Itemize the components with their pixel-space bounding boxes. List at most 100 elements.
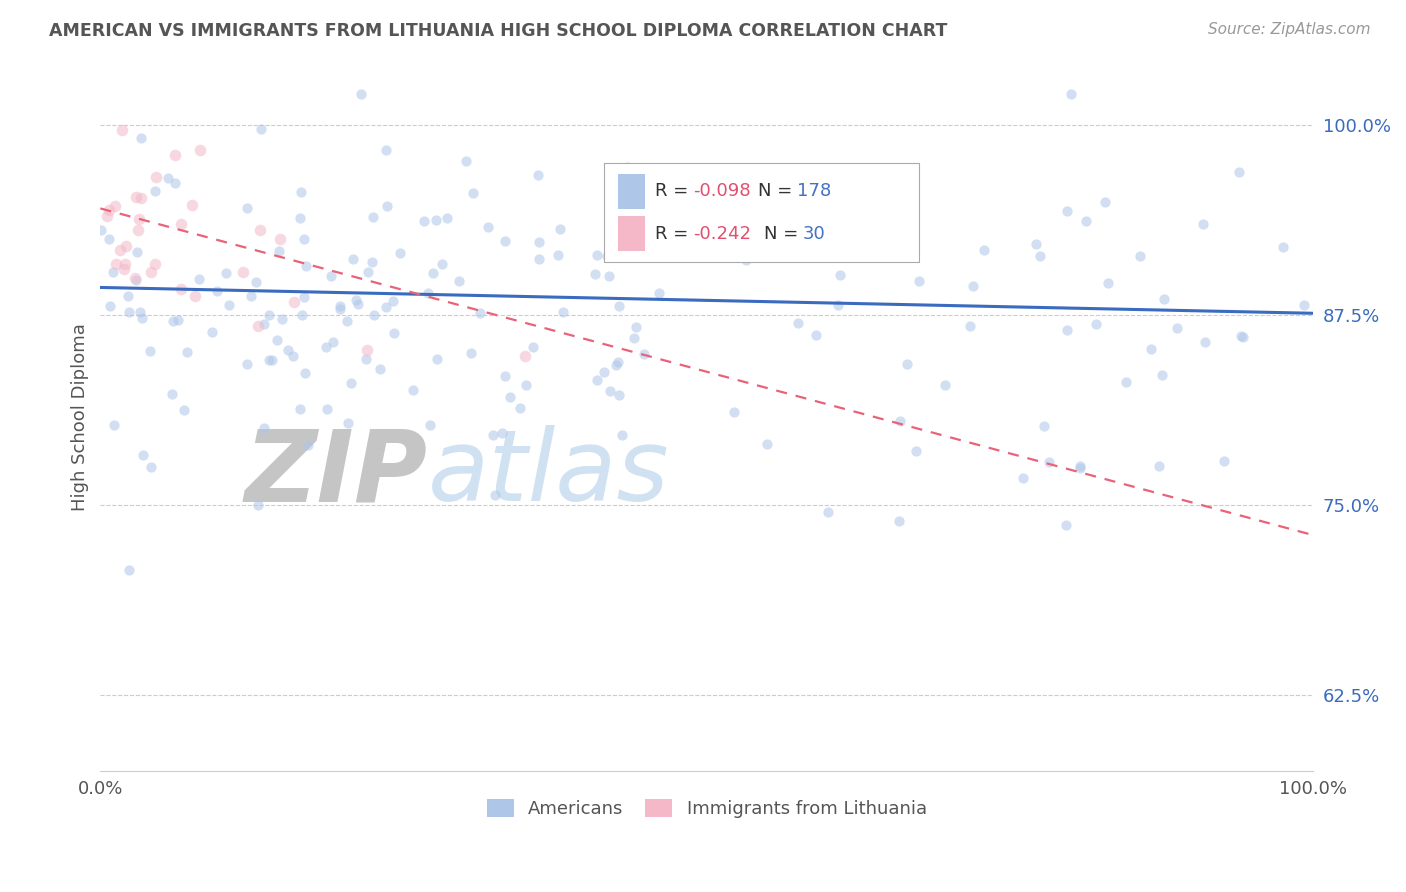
- Point: [583, 268, 606, 282]
- Point: [1069, 461, 1091, 475]
- Point: [610, 428, 633, 442]
- Text: 178: 178: [797, 182, 831, 200]
- Point: [118, 563, 141, 577]
- Point: [786, 316, 808, 330]
- Point: [139, 459, 162, 474]
- Point: [292, 290, 315, 304]
- Point: [127, 245, 149, 260]
- Point: [460, 346, 482, 360]
- Point: [817, 505, 839, 519]
- Point: [170, 217, 193, 231]
- Point: [527, 235, 550, 250]
- Point: [291, 308, 314, 322]
- Point: [1097, 277, 1119, 291]
- Point: [585, 248, 607, 262]
- Point: [350, 87, 373, 102]
- Point: [283, 295, 305, 310]
- Text: N =: N =: [763, 225, 804, 243]
- Point: [180, 198, 202, 212]
- Point: [484, 488, 506, 502]
- Point: [117, 289, 139, 303]
- Point: [129, 131, 152, 145]
- Point: [103, 418, 125, 433]
- Point: [297, 438, 319, 452]
- Point: [160, 386, 183, 401]
- Point: [336, 314, 359, 328]
- Point: [315, 401, 337, 416]
- Point: [1166, 321, 1188, 335]
- Point: [962, 279, 984, 293]
- Point: [828, 268, 851, 282]
- Point: [412, 214, 434, 228]
- Point: [269, 232, 291, 246]
- Point: [290, 185, 312, 199]
- Text: -0.242: -0.242: [693, 225, 751, 243]
- Point: [281, 350, 304, 364]
- Point: [607, 299, 630, 313]
- Point: [361, 255, 384, 269]
- Point: [128, 212, 150, 227]
- Point: [111, 123, 134, 137]
- FancyBboxPatch shape: [619, 216, 645, 252]
- Point: [131, 310, 153, 325]
- Point: [125, 190, 148, 204]
- Point: [329, 300, 352, 314]
- Point: [201, 325, 224, 339]
- Point: [344, 293, 367, 307]
- Point: [1054, 517, 1077, 532]
- Point: [973, 243, 995, 257]
- Point: [651, 228, 673, 243]
- Point: [477, 219, 499, 234]
- Point: [806, 327, 828, 342]
- Point: [218, 297, 240, 311]
- Point: [1085, 317, 1108, 331]
- Point: [426, 351, 449, 366]
- Point: [666, 188, 689, 202]
- Point: [132, 448, 155, 462]
- Point: [756, 437, 779, 451]
- Legend: Americans, Immigrants from Lithuania: Americans, Immigrants from Lithuania: [479, 791, 934, 825]
- Point: [266, 333, 288, 347]
- Point: [295, 259, 318, 273]
- Point: [368, 362, 391, 376]
- Point: [1153, 292, 1175, 306]
- Point: [422, 266, 444, 280]
- Point: [1129, 249, 1152, 263]
- Point: [425, 213, 447, 227]
- Point: [745, 180, 768, 194]
- Point: [482, 428, 505, 442]
- Point: [205, 284, 228, 298]
- Point: [527, 252, 550, 266]
- Point: [128, 304, 150, 318]
- Point: [187, 271, 209, 285]
- Point: [110, 243, 132, 257]
- Point: [388, 246, 411, 260]
- Point: [599, 384, 621, 399]
- Point: [232, 265, 254, 279]
- Point: [166, 313, 188, 327]
- Point: [1147, 458, 1170, 473]
- Point: [124, 271, 146, 285]
- Point: [1076, 214, 1098, 228]
- Point: [436, 211, 458, 225]
- Point: [240, 288, 263, 302]
- Point: [449, 274, 471, 288]
- Point: [162, 313, 184, 327]
- Point: [553, 305, 575, 319]
- Point: [1038, 455, 1060, 469]
- Point: [1230, 329, 1253, 343]
- Point: [143, 256, 166, 270]
- Point: [382, 326, 405, 341]
- Point: [257, 308, 280, 322]
- Point: [129, 191, 152, 205]
- Point: [267, 244, 290, 258]
- Point: [592, 365, 614, 379]
- Text: AMERICAN VS IMMIGRANTS FROM LITHUANIA HIGH SCHOOL DIPLOMA CORRELATION CHART: AMERICAN VS IMMIGRANTS FROM LITHUANIA HI…: [49, 22, 948, 40]
- Point: [889, 414, 911, 428]
- Point: [165, 148, 187, 162]
- Point: [522, 340, 544, 354]
- Point: [363, 308, 385, 322]
- Point: [1056, 323, 1078, 337]
- Point: [1229, 165, 1251, 179]
- Point: [889, 514, 911, 528]
